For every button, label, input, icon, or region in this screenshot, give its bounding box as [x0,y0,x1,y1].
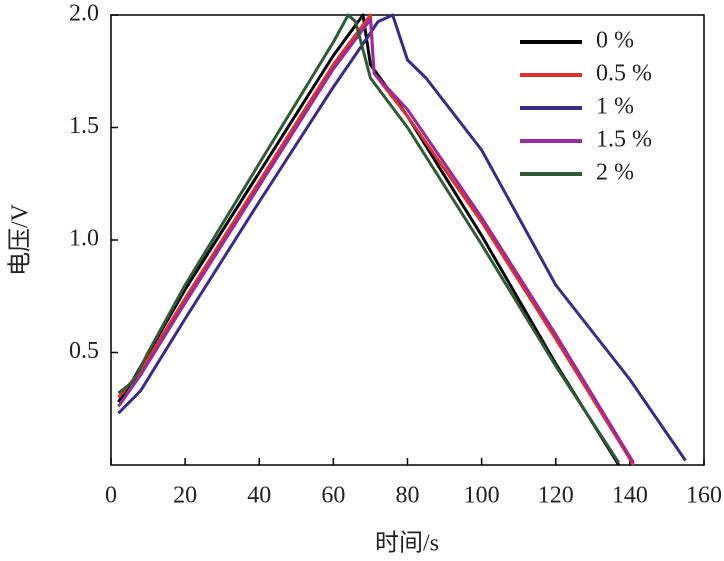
x-tick-label: 100 [464,483,500,509]
x-tick-label: 0 [105,483,117,509]
y-tick-label: 0.5 [69,338,99,364]
legend-label: 2 % [596,160,634,186]
y-axis-label: 电压/V [7,203,34,276]
legend-label: 0 % [596,28,634,54]
y-tick-label: 1.5 [69,113,99,139]
x-tick-label: 60 [321,483,345,509]
legend-label: 0.5 % [596,61,652,87]
x-tick-label: 80 [396,483,420,509]
series-line [117,13,687,462]
legend-label: 1.5 % [596,127,652,153]
x-tick-label: 160 [686,483,722,509]
series-line [117,13,621,464]
legend-label: 1 % [596,94,634,120]
x-axis-label: 时间/s [375,530,439,557]
x-tick-label: 120 [538,483,574,509]
series-line [117,18,635,464]
y-tick-label: 1.0 [69,226,99,252]
series-line [117,13,635,466]
series-line [117,13,621,466]
x-tick-label: 140 [612,483,648,509]
y-tick-label: 2.0 [69,1,99,27]
x-tick-label: 20 [173,483,197,509]
x-tick-label: 40 [247,483,271,509]
